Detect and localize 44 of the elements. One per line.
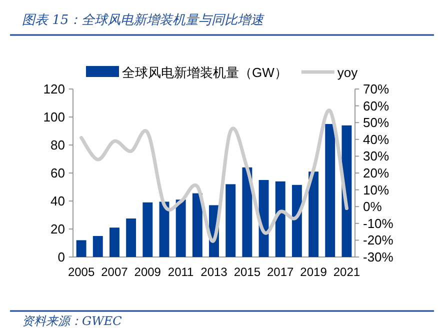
- bar: [308, 172, 319, 257]
- bar: [126, 218, 136, 257]
- text: 资料来源：GWEC: [22, 314, 122, 328]
- chart-title: 图表 15：全球风电新增装机量与同比增速: [22, 13, 265, 28]
- bar: [76, 240, 86, 257]
- bar: [226, 184, 236, 257]
- y-tick-label: 60: [50, 166, 65, 180]
- y2-tick-label: 30%: [363, 148, 390, 164]
- legend-label: 全球风电新增装机量（GW）: [122, 65, 288, 80]
- y-tick-label: 120: [43, 82, 65, 96]
- y2-tick-label: 10%: [363, 182, 390, 198]
- bar: [242, 167, 252, 257]
- x-tick-label: 2021: [333, 265, 360, 279]
- y2-tick-label: 0%: [363, 199, 382, 214]
- bar: [292, 184, 302, 257]
- y2-tick-label: 60%: [363, 98, 390, 114]
- y-tick-label: 20: [50, 222, 65, 236]
- bar: [109, 228, 120, 257]
- bar: [92, 236, 103, 257]
- y2-tick-label: 50%: [363, 115, 390, 130]
- legend-label: yoy: [337, 65, 358, 80]
- y2-tick-label: -20%: [363, 232, 394, 248]
- x-tick-label: 2011: [168, 265, 194, 279]
- bar: [142, 202, 153, 257]
- y-tick-label: 40: [50, 194, 65, 208]
- y2-tick-label: 40%: [363, 132, 390, 147]
- x-tick-label: 2005: [68, 265, 95, 279]
- y-tick-label: 100: [43, 110, 65, 124]
- y-tick-label: 80: [50, 138, 65, 152]
- y2-tick-label: -10%: [363, 216, 394, 231]
- y2-tick-label: 70%: [363, 82, 390, 96]
- x-tick-label: 2013: [200, 265, 228, 279]
- x-tick-label: 2009: [134, 265, 162, 279]
- bar: [275, 181, 286, 257]
- bar: [176, 200, 186, 257]
- x-tick-label: 2015: [234, 265, 261, 279]
- y2-tick-label: 20%: [363, 166, 390, 180]
- y2-tick-label: -30%: [363, 250, 394, 264]
- bar: [325, 124, 336, 257]
- y-tick-label: 0: [58, 250, 65, 264]
- bar: [192, 193, 202, 257]
- x-tick-label: 2007: [101, 265, 128, 279]
- x-tick-label: 2019: [300, 265, 328, 279]
- x-tick-label: 2017: [267, 265, 294, 279]
